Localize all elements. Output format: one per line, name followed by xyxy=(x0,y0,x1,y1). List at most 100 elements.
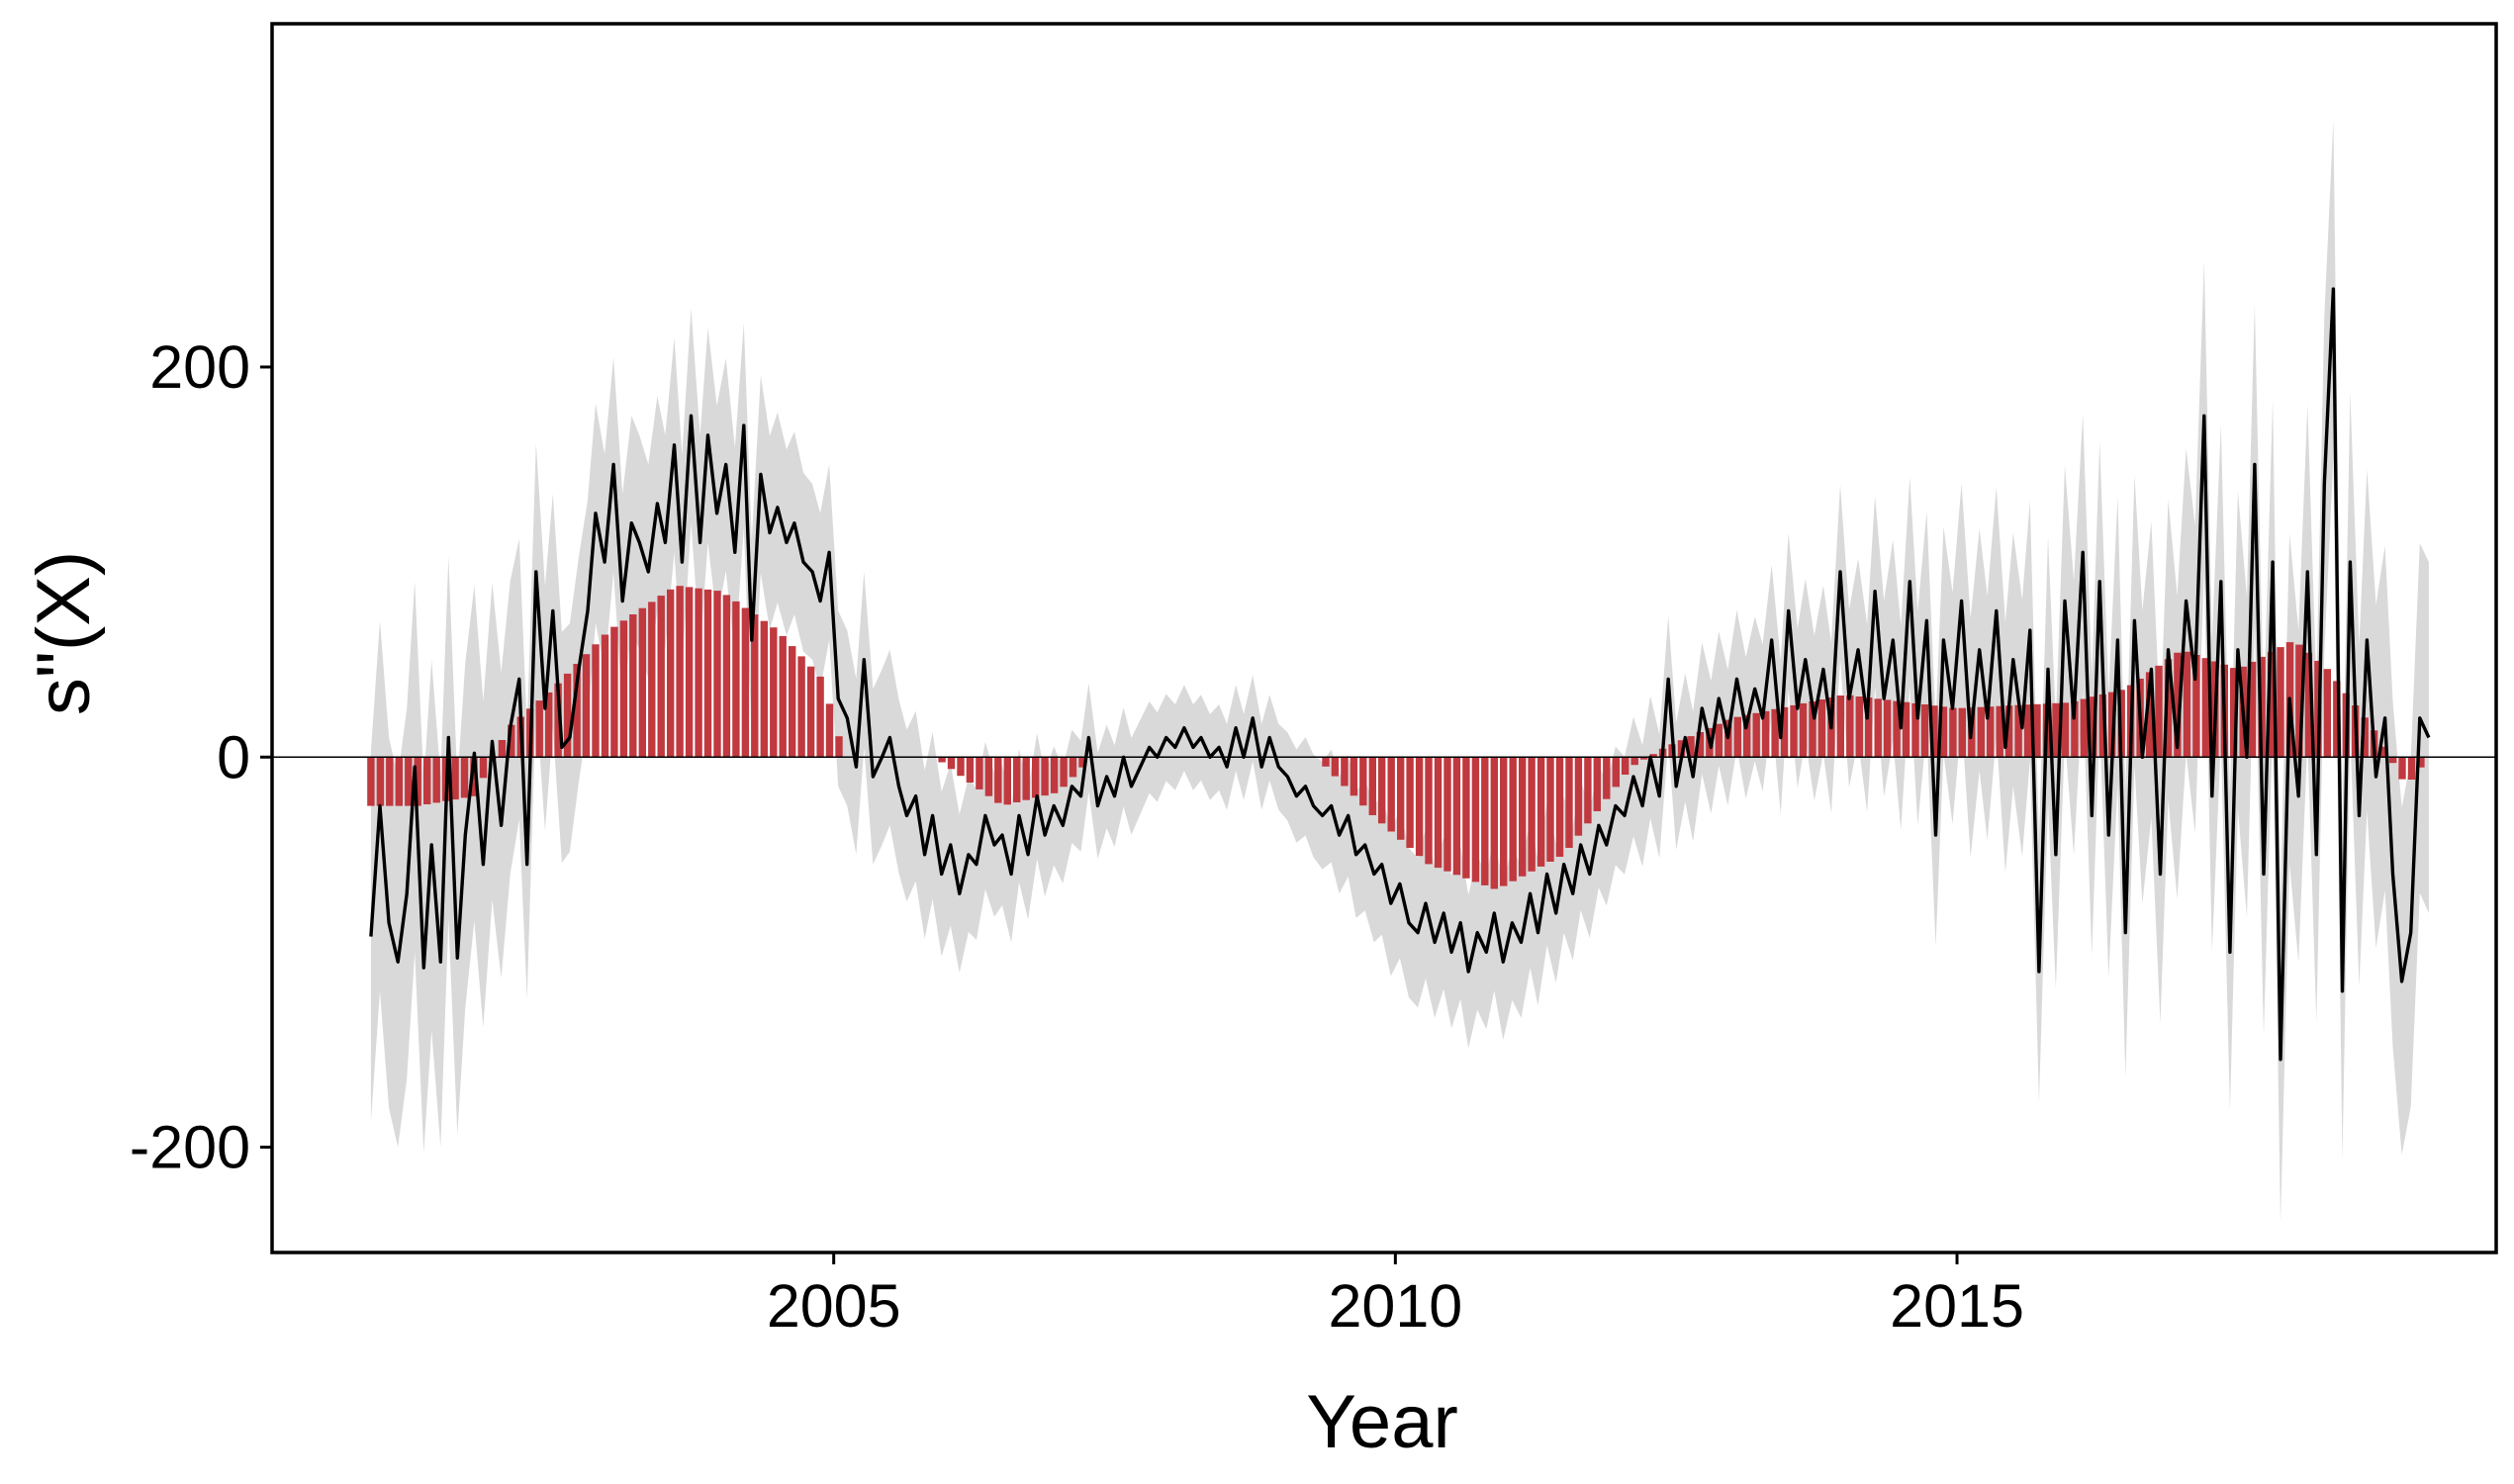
derivative-bar xyxy=(1462,757,1470,879)
derivative-bar xyxy=(405,757,413,806)
derivative-bar xyxy=(619,620,628,758)
derivative-bar xyxy=(770,627,778,758)
derivative-bar xyxy=(479,757,488,779)
derivative-bar xyxy=(1920,704,1929,758)
derivative-bar xyxy=(1565,757,1573,848)
derivative-bar xyxy=(2379,746,2387,758)
derivative-bar xyxy=(1536,757,1545,867)
derivative-bar xyxy=(386,757,394,806)
derivative-bar xyxy=(713,591,721,758)
derivative-bar xyxy=(2174,652,2182,758)
derivative-bar xyxy=(2258,656,2266,758)
derivative-bar xyxy=(2071,700,2079,758)
derivative-bar xyxy=(1406,757,1414,848)
derivative-bar xyxy=(994,757,1002,803)
derivative-bar xyxy=(957,757,965,777)
derivative-bar xyxy=(1612,757,1620,788)
derivative-bar xyxy=(1987,706,1995,758)
derivative-bar xyxy=(722,595,731,758)
derivative-bar xyxy=(685,587,694,758)
derivative-bar xyxy=(2333,681,2341,758)
derivative-bar xyxy=(1771,708,1779,758)
derivative-bar xyxy=(1471,757,1480,882)
derivative-bar xyxy=(1809,701,1816,758)
derivative-bar xyxy=(2004,705,2013,758)
derivative-bar xyxy=(1387,757,1395,832)
derivative-bar xyxy=(1584,757,1592,824)
derivative-bar xyxy=(779,635,787,758)
derivative-bar xyxy=(1902,701,1910,758)
estimate-line-path xyxy=(369,287,2431,1062)
derivative-bar xyxy=(1452,757,1461,876)
derivative-bar xyxy=(1911,702,1919,758)
derivative-bar xyxy=(1069,757,1077,778)
derivative-bar xyxy=(1649,754,1657,758)
derivative-bar xyxy=(2417,757,2425,768)
derivative-bar xyxy=(1883,699,1892,758)
y-axis-title: s"(X) xyxy=(22,551,106,715)
x-axis-title: Year xyxy=(1306,1380,1458,1464)
derivative-bar xyxy=(2145,672,2154,758)
derivative-bar xyxy=(498,740,507,758)
derivative-bar xyxy=(1593,757,1601,811)
derivative-bar xyxy=(563,673,572,758)
plot-frame xyxy=(270,22,2498,1254)
x-tick-label: 2010 xyxy=(1329,1272,1463,1340)
derivative-bar xyxy=(573,664,581,758)
derivative-bar xyxy=(2192,655,2200,758)
derivative-bar xyxy=(376,757,385,806)
derivative-bar xyxy=(629,614,637,758)
derivative-bar xyxy=(414,757,421,806)
derivative-bar xyxy=(1050,757,1059,793)
derivative-bar xyxy=(1865,697,1873,758)
derivative-bar xyxy=(1341,757,1349,787)
derivative-bar xyxy=(592,644,600,758)
confidence-band xyxy=(370,120,2429,1224)
derivative-bar xyxy=(423,757,431,804)
derivative-bar xyxy=(1836,696,1844,758)
derivative-bar xyxy=(1790,704,1798,758)
derivative-bar xyxy=(1041,757,1049,796)
derivative-bar xyxy=(2164,659,2173,758)
derivative-bar xyxy=(2323,669,2331,758)
derivative-bar xyxy=(938,757,946,763)
x-tick-label: 2005 xyxy=(767,1272,901,1340)
derivative-bar xyxy=(657,596,665,758)
derivative-bar xyxy=(1780,706,1789,758)
derivative-bar xyxy=(1622,757,1629,775)
derivative-bar xyxy=(966,757,975,783)
derivative-bar xyxy=(1350,757,1358,796)
derivative-bar xyxy=(451,757,459,800)
derivative-bar xyxy=(2361,717,2369,758)
derivative-bar xyxy=(1574,757,1583,836)
derivative-bar xyxy=(825,703,834,758)
x-axis-ticks: 2005 2010 2015 xyxy=(767,1252,2024,1340)
derivative-bar xyxy=(1078,757,1086,768)
derivative-bar xyxy=(1846,695,1854,758)
derivative-bar xyxy=(1715,723,1723,758)
derivative-bar xyxy=(1949,707,1957,758)
derivative-bar xyxy=(1481,757,1489,885)
derivative-bar xyxy=(601,634,609,758)
derivative-bar xyxy=(1443,757,1451,872)
derivative-bar xyxy=(1640,757,1648,760)
estimate-line xyxy=(369,287,2431,1062)
derivative-bar xyxy=(1939,706,1948,758)
derivative-bar xyxy=(741,607,750,758)
derivative-bar xyxy=(1603,757,1611,799)
derivative-bar xyxy=(1630,757,1638,766)
derivative-bar xyxy=(2267,652,2276,758)
y-tick-label: -200 xyxy=(130,1114,250,1181)
derivative-bar xyxy=(2201,658,2209,758)
derivative-bar xyxy=(1331,757,1340,777)
derivative-bar xyxy=(760,620,768,758)
derivative-bar xyxy=(1528,757,1536,872)
derivative-bar xyxy=(545,692,553,758)
derivative-bar xyxy=(1415,757,1424,857)
derivative-bar xyxy=(2183,651,2191,758)
derivative-bar xyxy=(976,757,983,789)
derivative-bar xyxy=(1509,757,1517,881)
derivative-bar xyxy=(1762,710,1770,758)
derivative-bar xyxy=(1874,698,1882,758)
derivative-bar xyxy=(2398,757,2406,780)
